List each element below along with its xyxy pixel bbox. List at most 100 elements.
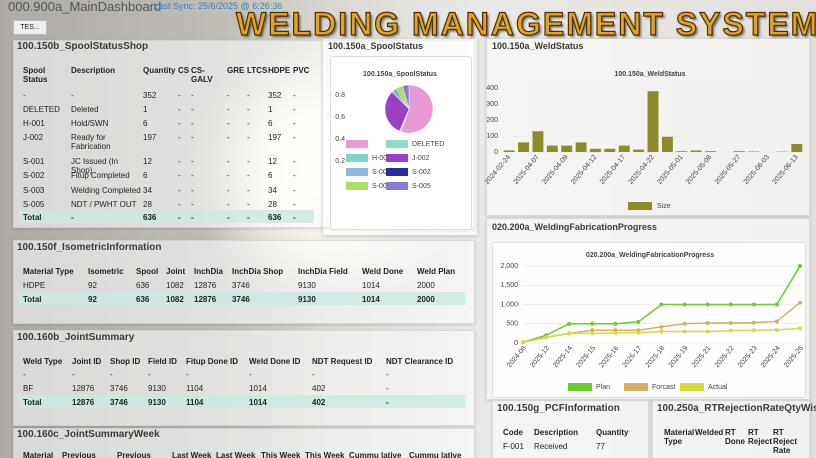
legend-label: S-003 bbox=[372, 183, 391, 190]
column-header: Description bbox=[534, 428, 579, 437]
point bbox=[705, 329, 710, 334]
column-header: Isometric bbox=[88, 267, 124, 276]
cell: 1104 bbox=[186, 384, 204, 393]
cell: Received bbox=[534, 442, 568, 451]
column-header: This Week bbox=[305, 451, 345, 458]
x-tick-label: 2025-06-13 bbox=[771, 154, 799, 186]
y-tick-label: 0 bbox=[514, 340, 518, 347]
point bbox=[798, 326, 802, 331]
cell: 9130 bbox=[298, 295, 316, 304]
cell: 6 bbox=[268, 171, 273, 180]
cell: 12876 bbox=[194, 281, 217, 290]
cell: - bbox=[71, 213, 74, 222]
point bbox=[659, 302, 664, 307]
point bbox=[705, 320, 710, 325]
legend-swatch bbox=[386, 154, 408, 162]
x-tick-label: 2025-04-22 bbox=[628, 154, 656, 186]
cell: - bbox=[191, 186, 194, 195]
button[interactable]: TES... bbox=[13, 20, 47, 35]
chart-title: 020.200a_WeldingFabricationProgress bbox=[586, 252, 714, 259]
cell: - bbox=[293, 119, 296, 128]
page-title: 000.900a_MainDashboard bbox=[8, 0, 162, 14]
cell: 12 bbox=[268, 157, 277, 166]
column-header: Joint ID bbox=[72, 357, 102, 366]
bar bbox=[561, 145, 573, 152]
series-line bbox=[522, 301, 801, 343]
cell: 1 bbox=[143, 105, 148, 114]
cell: - bbox=[312, 370, 315, 379]
legend-label: H-001 bbox=[372, 155, 391, 162]
column-header: RT Reject bbox=[748, 428, 773, 446]
column-header: LTCS bbox=[247, 66, 268, 75]
x-tick-label: 2025-22 bbox=[714, 345, 736, 369]
cell: - bbox=[72, 370, 75, 379]
column-header: InchDia bbox=[194, 267, 223, 276]
point bbox=[774, 302, 779, 307]
bar bbox=[733, 151, 745, 152]
cell: S-002 bbox=[23, 171, 45, 180]
cell: - bbox=[191, 91, 194, 100]
legend-swatch bbox=[386, 182, 408, 190]
x-tick-label: 2025-16 bbox=[598, 345, 620, 369]
cell: 3746 bbox=[232, 281, 250, 290]
point bbox=[636, 330, 641, 335]
cell: BF bbox=[23, 384, 34, 393]
cell: - bbox=[247, 133, 250, 142]
point bbox=[751, 328, 756, 333]
y-tick-label: 100 bbox=[486, 133, 498, 140]
column-header: InchDia Field bbox=[298, 267, 348, 276]
bar bbox=[532, 131, 544, 152]
cell: Total bbox=[23, 213, 42, 222]
banner: WELDING MANAGEMENT SYSTEM bbox=[235, 5, 816, 42]
x-tick-label: 2025-04-12 bbox=[570, 154, 598, 186]
x-tick-label: 2025-14 bbox=[552, 345, 574, 369]
column-header: CS bbox=[178, 66, 190, 75]
y-tick-label: 0 bbox=[494, 149, 498, 156]
column-header: Previous bbox=[62, 451, 96, 458]
y-tick-label: 300 bbox=[486, 101, 498, 108]
point bbox=[682, 321, 687, 326]
point bbox=[613, 330, 618, 335]
cell: 6 bbox=[143, 171, 148, 180]
chart-title: 100.150a_WeldStatus bbox=[614, 71, 685, 78]
point bbox=[567, 331, 572, 336]
cell: - bbox=[191, 157, 194, 166]
column-header: Cummu lative bbox=[349, 451, 402, 458]
column-header: Field ID bbox=[148, 357, 177, 366]
legend-label: Forcast bbox=[652, 384, 675, 391]
column-header: Description bbox=[71, 66, 116, 75]
point bbox=[798, 300, 802, 305]
point bbox=[590, 321, 595, 326]
cell: F-001 bbox=[503, 442, 524, 451]
cell: Hold/SWN bbox=[71, 119, 109, 128]
column-header: Welded bbox=[695, 428, 724, 437]
cell: 2000 bbox=[417, 281, 435, 290]
cell: 636 bbox=[136, 295, 150, 304]
point bbox=[613, 321, 618, 326]
column-header: Weld Type bbox=[23, 357, 63, 366]
x-tick-label: 2025-17 bbox=[621, 345, 643, 369]
cell: - bbox=[247, 171, 250, 180]
cell: - bbox=[178, 91, 181, 100]
point bbox=[659, 329, 664, 334]
column-header: Joint bbox=[166, 267, 186, 276]
cell: - bbox=[191, 133, 194, 142]
cell: - bbox=[23, 91, 26, 100]
cell: 3746 bbox=[110, 398, 128, 407]
legend-label: Actual bbox=[708, 384, 728, 391]
bar bbox=[676, 151, 688, 152]
bar bbox=[647, 91, 659, 152]
cell: - bbox=[386, 384, 389, 393]
cell: - bbox=[178, 200, 181, 209]
y-tick-label: 1,000 bbox=[500, 301, 518, 308]
cell: Fitup Completed bbox=[71, 171, 130, 180]
column-header: NDT Request ID bbox=[312, 357, 373, 366]
x-tick-label: 2025-23 bbox=[737, 345, 759, 369]
cell: S-003 bbox=[23, 186, 45, 195]
column-header: GRE bbox=[227, 66, 245, 75]
cell: 6 bbox=[143, 119, 148, 128]
bar bbox=[690, 150, 702, 152]
cell: 636 bbox=[136, 281, 150, 290]
cell: 1 bbox=[268, 105, 273, 114]
